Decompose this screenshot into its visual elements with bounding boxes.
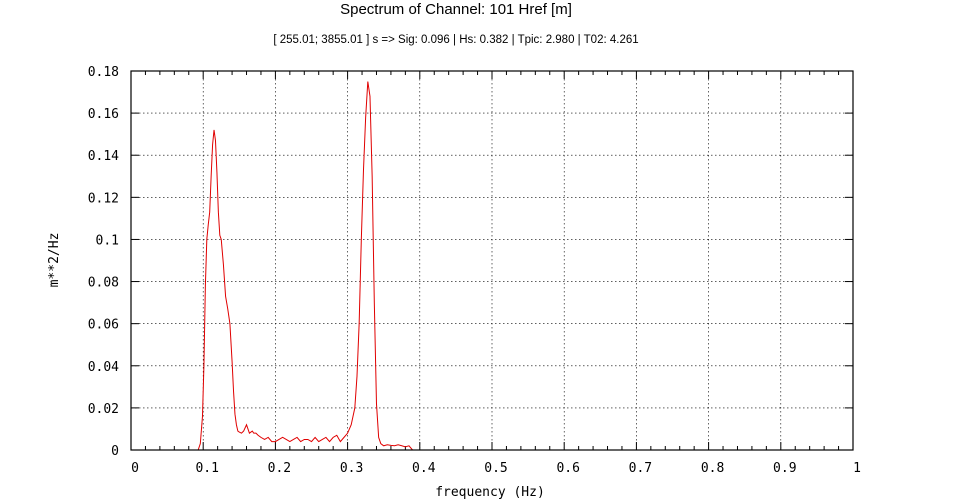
x-tick-label: 0.7 xyxy=(629,461,652,476)
y-tick-label: 0.1 xyxy=(96,233,119,248)
chart-subtitle: [ 255.01; 3855.01 ] s => Sig: 0.096 | Hs… xyxy=(273,34,638,46)
y-tick-label: 0.04 xyxy=(88,360,119,375)
y-tick-label: 0.18 xyxy=(88,65,119,80)
x-tick-label: 1 xyxy=(853,461,861,476)
x-tick-label: 0.6 xyxy=(556,461,579,476)
y-tick-label: 0.12 xyxy=(88,191,119,206)
tick-marks xyxy=(130,70,854,451)
x-tick-label: 0.2 xyxy=(268,461,291,476)
y-tick-label: 0.08 xyxy=(88,276,119,291)
y-tick-label: 0.16 xyxy=(88,107,119,122)
chart-title: Spectrum of Channel: 101 Href [m] xyxy=(340,1,572,18)
y-tick-labels: 0 0.02 0.04 0.06 0.08 0.1 0.12 0.14 0.16 0.18 xyxy=(88,65,119,459)
x-tick-label: 0.5 xyxy=(484,461,507,476)
series-line-0 xyxy=(197,81,413,451)
y-tick-label: 0.06 xyxy=(88,318,119,333)
y-tick-label: 0.14 xyxy=(88,149,119,164)
x-axis-label: frequency (Hz) xyxy=(435,485,545,500)
grid xyxy=(131,71,853,450)
x-tick-label: 0.1 xyxy=(195,461,218,476)
y-tick-label: 0 xyxy=(111,444,119,459)
x-tick-label: 0 xyxy=(131,461,139,476)
x-tick-label: 0.8 xyxy=(701,461,724,476)
plot-frame xyxy=(130,70,854,451)
y-tick-label: 0.02 xyxy=(88,402,119,417)
x-tick-label: 0.4 xyxy=(412,461,436,476)
x-tick-label: 0.3 xyxy=(340,461,363,476)
x-tick-label: 0.9 xyxy=(773,461,796,476)
series-layer xyxy=(197,81,413,451)
y-axis-label: m**2/Hz xyxy=(47,233,62,288)
x-tick-labels: 0 0.1 0.2 0.3 0.4 0.5 0.6 0.7 0.8 0.9 1 xyxy=(131,461,861,476)
